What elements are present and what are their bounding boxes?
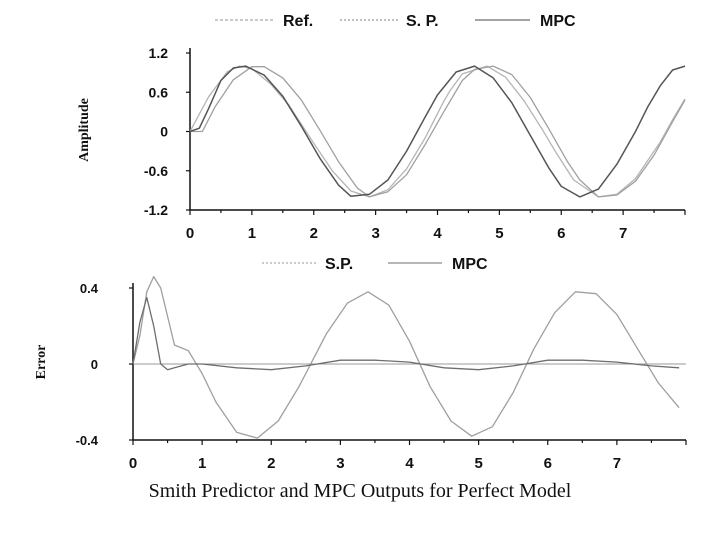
chart-2-ytick-label: 0.4 [80,281,99,296]
figure-caption: Smith Predictor and MPC Outputs for Perf… [148,480,572,502]
chart-1-y-axis-label: Amplitude [77,98,92,162]
chart-2-xtick-label: 4 [405,455,414,472]
chart-2-xtick-label: 3 [336,455,344,472]
chart-1-xtick-label: 2 [310,225,318,242]
chart-1-ytick-label: -1.2 [144,202,168,218]
chart-2-xtick-label: 0 [129,455,137,472]
chart-2-xtick-label: 1 [198,455,206,472]
chart-2-series-s-p-line [132,275,680,439]
chart-2-legend-label: MPC [452,256,488,273]
chart-1-series-s-p-line [190,65,686,198]
chart-1-series-mpc-line [189,65,686,198]
chart-1-ytick-label: 0.6 [149,84,169,100]
chart-1-legend-label: MPC [540,13,576,30]
chart-1-legend-label: S. P. [406,13,439,30]
chart-1-legend-label: Ref. [283,13,313,30]
chart-2-xtick-label: 7 [613,455,621,472]
chart-1-ytick-label: 1.2 [149,45,169,61]
chart-1-ytick-label: -0.6 [144,163,168,179]
chart-1-xtick-label: 3 [371,225,379,242]
chart-2-xtick-label: 6 [544,455,552,472]
chart-2-ytick-label: 0 [91,357,98,372]
chart-2-legend-label: S.P. [325,256,353,273]
chart-1-ytick-label: 0 [160,124,168,140]
chart-1-xtick-label: 4 [433,225,442,242]
chart-1-xtick-label: 6 [557,225,565,242]
chart-2-ytick-label: -0.4 [76,433,99,448]
chart-2-xtick-label: 5 [474,455,482,472]
chart-1-xtick-label: 7 [619,225,627,242]
chart-2-xtick-label: 2 [267,455,275,472]
chart-2-y-axis-label: Error [34,345,49,380]
chart-1-series-ref-line [189,65,686,198]
chart-2-series-mpc-line [132,296,680,371]
chart-1-xtick-label: 0 [186,225,194,242]
chart-1-xtick-label: 5 [495,225,503,242]
chart-1-xtick-label: 1 [248,225,256,242]
